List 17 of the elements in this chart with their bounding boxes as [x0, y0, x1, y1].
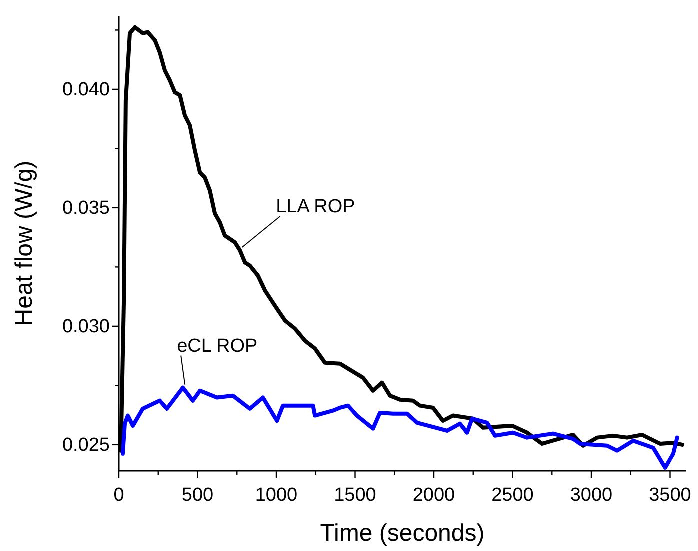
y-tick-label: 0.035 — [62, 198, 110, 220]
x-tick-label: 1000 — [255, 484, 298, 506]
y-tick-label: 0.030 — [62, 316, 110, 338]
x-tick-label: 2000 — [412, 484, 456, 506]
x-axis-title: Time (seconds) — [320, 520, 485, 547]
y-tick-label: 0.025 — [62, 435, 110, 456]
x-tick-label: 3000 — [570, 484, 613, 506]
line-series — [120, 386, 680, 470]
x-tick-label: 0 — [114, 484, 124, 506]
x-tick-label: 1500 — [334, 484, 376, 506]
x-tick-label: 500 — [182, 484, 214, 506]
y-tick-label: 0.040 — [62, 80, 110, 101]
x-tick-label: 2500 — [492, 484, 534, 506]
x-tick-label: 3500 — [649, 484, 692, 506]
y-axis-title: Heat flow (W/g) — [11, 160, 38, 326]
series-label: eCL ROP — [177, 336, 258, 357]
text: LLA ROP — [276, 196, 356, 218]
